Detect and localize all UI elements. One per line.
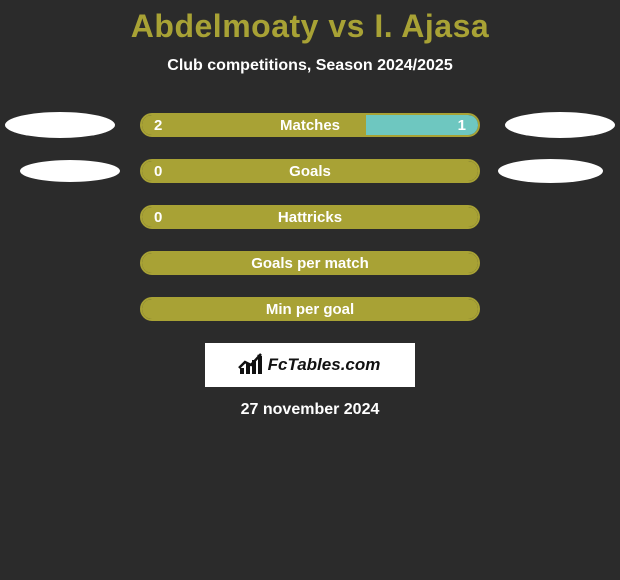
bar-left-fill <box>142 253 478 273</box>
stat-row-hattricks: 0 Hattricks <box>0 205 620 229</box>
page-subtitle: Club competitions, Season 2024/2025 <box>167 57 452 75</box>
player-right-marker <box>498 159 603 183</box>
comparison-rows: 2 Matches 1 0 Goals 0 Hatt <box>0 113 620 321</box>
player-left-marker <box>20 160 120 182</box>
stat-row-matches: 2 Matches 1 <box>0 113 620 137</box>
footer-date: 27 november 2024 <box>241 401 380 419</box>
player-left-marker <box>5 112 115 138</box>
brand-text: FcTables.com <box>268 355 381 375</box>
stat-row-min-per-goal: Min per goal <box>0 297 620 321</box>
bar-left-fill <box>142 207 478 227</box>
stat-row-goals: 0 Goals <box>0 159 620 183</box>
bar-left-fill <box>142 299 478 319</box>
stat-bar: 2 Matches 1 <box>140 113 480 137</box>
stat-bar: Goals per match <box>140 251 480 275</box>
brand-badge: FcTables.com <box>205 343 415 387</box>
bar-right-fill <box>366 115 478 135</box>
player-right-marker <box>505 112 615 138</box>
stat-bar: 0 Goals <box>140 159 480 183</box>
stat-row-goals-per-match: Goals per match <box>0 251 620 275</box>
page-title: Abdelmoaty vs I. Ajasa <box>131 8 489 45</box>
bar-left-fill <box>142 161 478 181</box>
stat-bar: 0 Hattricks <box>140 205 480 229</box>
bar-chart-icon <box>240 356 262 374</box>
bar-left-fill <box>142 115 366 135</box>
stat-bar: Min per goal <box>140 297 480 321</box>
comparison-infographic: Abdelmoaty vs I. Ajasa Club competitions… <box>0 0 620 419</box>
